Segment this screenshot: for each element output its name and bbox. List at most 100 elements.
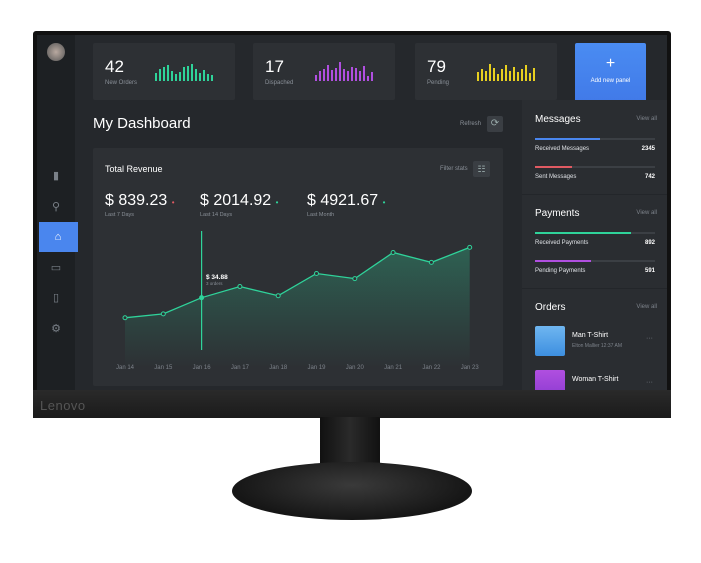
page-title: My Dashboard xyxy=(93,115,191,132)
spark-bar xyxy=(355,68,357,81)
progress-received-payments xyxy=(535,232,655,234)
stat-sparkbars xyxy=(315,61,373,81)
progress-fill xyxy=(535,166,573,168)
data-point[interactable] xyxy=(237,284,243,290)
x-tick-label: Jan 19 xyxy=(307,365,326,371)
spark-bar xyxy=(203,70,205,81)
spark-bar xyxy=(163,67,165,81)
progress-pending-payments xyxy=(535,260,655,262)
spark-bar xyxy=(485,71,487,81)
avatar[interactable] xyxy=(47,43,65,61)
order-name[interactable]: Man T-Shirt xyxy=(572,332,609,339)
spark-bar xyxy=(525,65,527,81)
spark-bar xyxy=(211,75,213,81)
data-point[interactable] xyxy=(352,276,358,282)
chart-icon[interactable]: ▮ xyxy=(52,170,60,182)
spark-bar xyxy=(513,67,515,81)
spark-bar xyxy=(171,71,173,81)
more-icon[interactable]: ··· xyxy=(646,335,653,342)
progress-fill xyxy=(535,232,631,234)
clipboard-icon[interactable]: ▯ xyxy=(52,292,60,304)
orders-view-all[interactable]: View all xyxy=(636,304,657,310)
sidebar-item-shop[interactable]: ⌂ xyxy=(39,222,78,252)
stat-card-new-orders: 42 New Orders xyxy=(93,43,235,100)
refresh-label[interactable]: Refresh xyxy=(460,121,482,127)
filter-stats-button[interactable]: ☷ xyxy=(473,161,490,177)
spark-bar xyxy=(517,72,519,81)
refresh-button[interactable]: ⟳ xyxy=(487,116,503,132)
spark-bar xyxy=(335,68,337,81)
order-name[interactable]: Woman T-Shirt xyxy=(572,376,619,383)
x-tick-label: Jan 21 xyxy=(384,365,403,371)
more-icon[interactable]: ··· xyxy=(646,379,653,386)
received-payments-value: 892 xyxy=(644,240,655,246)
data-point[interactable] xyxy=(275,293,281,299)
spark-bar xyxy=(493,68,495,81)
order-meta: Elton Mallier 12:37 AM xyxy=(572,343,623,349)
trend-down-icon: • xyxy=(171,198,175,207)
stat-label: New Orders xyxy=(105,80,138,86)
pending-payments-value: 591 xyxy=(644,268,655,274)
plus-icon: + xyxy=(605,55,616,72)
data-point[interactable] xyxy=(160,311,166,317)
sidebar: ▮ ⚲ ⌂ ▭ ▯ ⚙ xyxy=(37,35,78,390)
spark-bar xyxy=(191,64,193,81)
chart-line xyxy=(124,246,470,319)
spark-bar xyxy=(489,64,491,81)
data-point[interactable] xyxy=(122,315,128,321)
right-panel: Messages View all Received Messages 2345… xyxy=(522,100,667,390)
revenue-card: Total Revenue Filter stats ☷ $ 839.23 • … xyxy=(93,148,503,386)
brand-logo: Lenovo xyxy=(40,398,86,413)
payments-title: Payments xyxy=(535,208,580,219)
x-tick-label: Jan 18 xyxy=(269,365,288,371)
revenue-chart: Jan 14 Jan 15 Jan 16 Jan 17 Jan 18 Jan 19 Jan … xyxy=(116,231,479,371)
kpi-last-month: $ 4921.67 • Last Month xyxy=(307,192,385,218)
data-point[interactable] xyxy=(428,259,434,265)
received-messages-label: Received Messages xyxy=(535,146,590,152)
spark-bar xyxy=(505,65,507,81)
stat-card-pending: 79 Pending xyxy=(415,43,557,100)
stat-label: Pending xyxy=(427,80,450,86)
data-point[interactable] xyxy=(467,244,473,250)
stat-sparkbars xyxy=(477,61,535,81)
tooltip-value: $ 34.88 xyxy=(206,274,228,281)
filter-stats-label[interactable]: Filter stats xyxy=(440,166,468,172)
spark-bar xyxy=(359,71,361,81)
stat-sparkbars xyxy=(155,61,213,81)
stat-label: Dispached xyxy=(265,80,294,86)
spark-bar xyxy=(351,67,353,81)
spark-bar xyxy=(327,65,329,81)
spark-bar xyxy=(481,69,483,81)
x-tick-label: Jan 15 xyxy=(154,365,173,371)
add-panel-label: Add new panel xyxy=(590,78,631,84)
gear-icon[interactable]: ⚙ xyxy=(51,323,61,335)
x-tick-label: Jan 20 xyxy=(346,365,365,371)
signpost-icon[interactable]: ⚲ xyxy=(51,201,61,213)
x-tick-label: Jan 22 xyxy=(422,365,441,371)
spark-bar xyxy=(331,70,333,81)
spark-bar xyxy=(533,68,535,81)
spark-bar xyxy=(167,65,169,81)
data-point[interactable] xyxy=(314,271,319,276)
data-point[interactable] xyxy=(390,250,396,255)
stat-value: 42 xyxy=(105,57,124,76)
spark-bar xyxy=(179,72,181,81)
payments-view-all[interactable]: View all xyxy=(636,210,657,216)
kpi-label: Last Month xyxy=(307,212,335,218)
spark-bar xyxy=(339,62,341,81)
revenue-title: Total Revenue xyxy=(105,164,163,174)
spark-bar xyxy=(315,75,317,81)
orders-title: Orders xyxy=(535,302,566,313)
kpi-value: $ 839.23 xyxy=(105,192,168,209)
kpi-last-14-days: $ 2014.92 • Last 14 Days xyxy=(200,192,278,218)
progress-sent-messages xyxy=(535,166,655,168)
data-point[interactable] xyxy=(199,295,205,301)
chat-icon[interactable]: ▭ xyxy=(50,262,62,274)
spark-bar xyxy=(371,72,373,81)
messages-view-all[interactable]: View all xyxy=(636,116,657,122)
product-image xyxy=(535,370,565,390)
spark-bar xyxy=(183,67,185,81)
trend-up-icon: • xyxy=(275,198,279,207)
pending-payments-label: Pending Payments xyxy=(535,268,586,274)
kpi-value: $ 4921.67 xyxy=(307,192,379,209)
